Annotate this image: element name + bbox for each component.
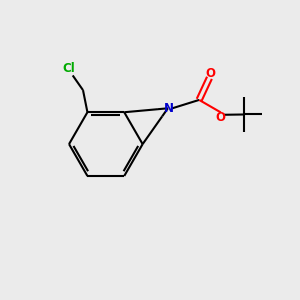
Text: O: O: [215, 111, 225, 124]
Text: Cl: Cl: [62, 61, 75, 75]
Text: O: O: [205, 67, 215, 80]
Text: N: N: [164, 102, 174, 115]
